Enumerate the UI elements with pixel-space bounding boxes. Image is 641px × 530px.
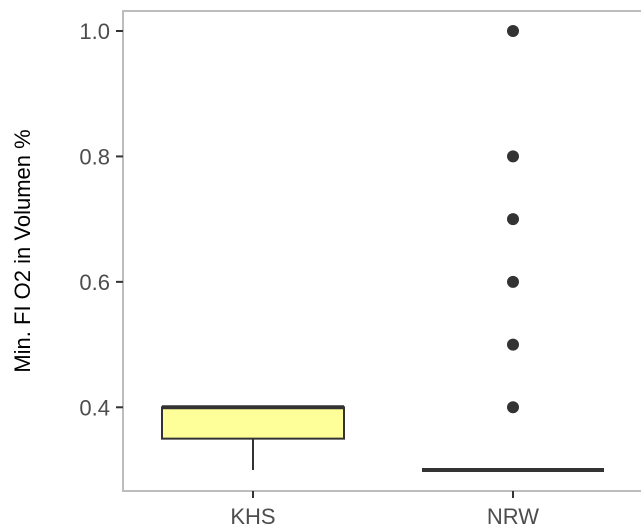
y-tick-label: 0.6 bbox=[79, 270, 110, 295]
boxes-layer bbox=[161, 25, 604, 472]
y-tick-label: 0.4 bbox=[79, 395, 110, 420]
y-axis-ticks: 0.4 0.6 0.8 1.0 bbox=[79, 19, 123, 420]
x-tick-label: NRW bbox=[487, 504, 539, 529]
outlier-point bbox=[507, 275, 519, 288]
x-tick-label: KHS bbox=[230, 504, 275, 529]
y-tick-label: 0.8 bbox=[79, 144, 110, 169]
outlier-point bbox=[507, 213, 519, 226]
outlier-point bbox=[507, 150, 519, 163]
outlier-point bbox=[507, 401, 519, 414]
box-body bbox=[161, 406, 345, 440]
outlier-point bbox=[507, 25, 519, 37]
box-nrw bbox=[422, 25, 604, 472]
x-axis-ticks: KHS NRW bbox=[230, 491, 539, 529]
y-tick-label: 1.0 bbox=[79, 19, 110, 44]
outlier-point bbox=[507, 338, 519, 351]
box-khs bbox=[161, 405, 345, 470]
y-axis-title: Min. FI O2 in Volumen % bbox=[10, 129, 35, 372]
